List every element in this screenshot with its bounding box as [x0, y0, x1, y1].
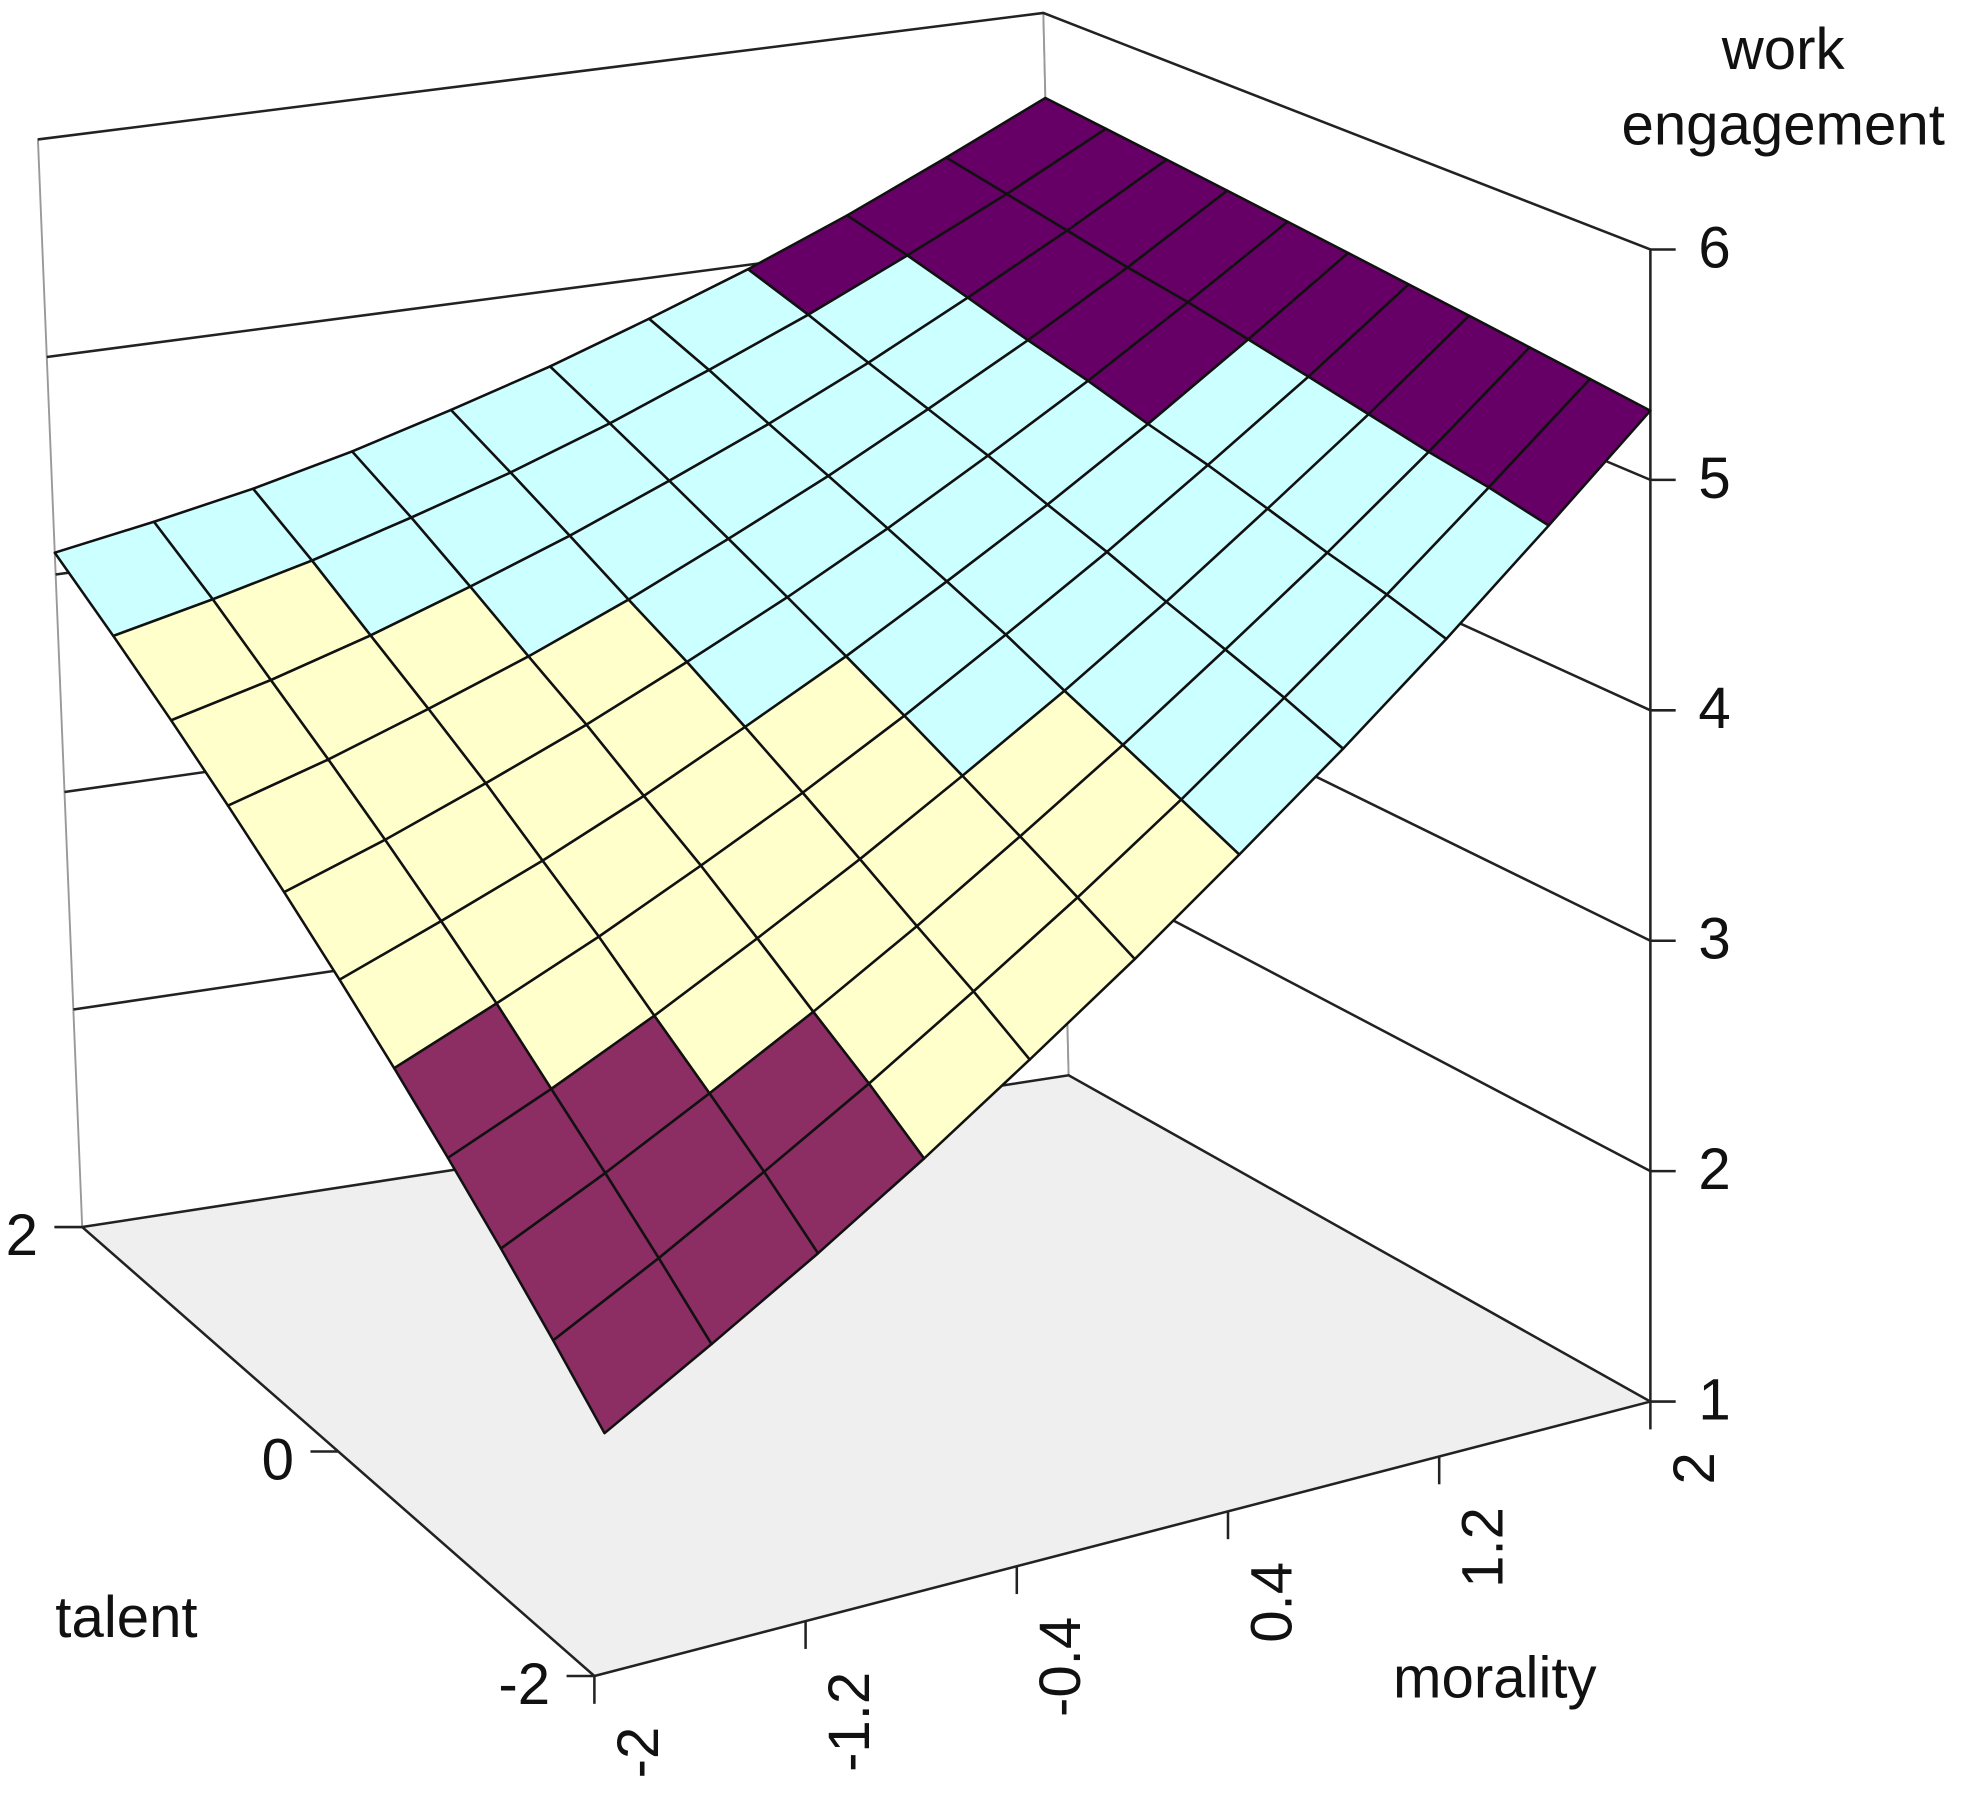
- z-axis-label: work: [1721, 17, 1846, 82]
- z-tick-label: 1: [1698, 1367, 1730, 1432]
- surface-cell: [551, 1256, 713, 1435]
- x-tick-label: 0.4: [1239, 1562, 1304, 1643]
- z-tick-label: 5: [1698, 446, 1730, 511]
- z-tick-label: 3: [1698, 907, 1730, 972]
- x-tick-label: 1.2: [1451, 1507, 1516, 1588]
- x-tick-label: 2: [1662, 1452, 1727, 1484]
- y-axis-label: talent: [55, 1585, 197, 1650]
- z-tick-label: 4: [1698, 676, 1730, 741]
- x-tick-label: -0.4: [1028, 1617, 1093, 1717]
- x-tick-label: -1.2: [817, 1672, 882, 1772]
- grid-line: [37, 11, 1651, 251]
- x-axis-label: morality: [1393, 1646, 1597, 1711]
- x-tick-label: -2: [606, 1727, 671, 1779]
- z-axis-label: engagement: [1622, 93, 1945, 158]
- z-tick-label: 2: [1698, 1137, 1730, 1202]
- grid-line: [82, 1073, 1652, 1403]
- y-tick-label: -2: [498, 1652, 550, 1717]
- z-tick-label: 6: [1698, 215, 1730, 280]
- x-axis: [594, 1400, 1651, 1678]
- y-tick-label: 0: [262, 1428, 294, 1493]
- y-tick-label: 2: [6, 1203, 38, 1268]
